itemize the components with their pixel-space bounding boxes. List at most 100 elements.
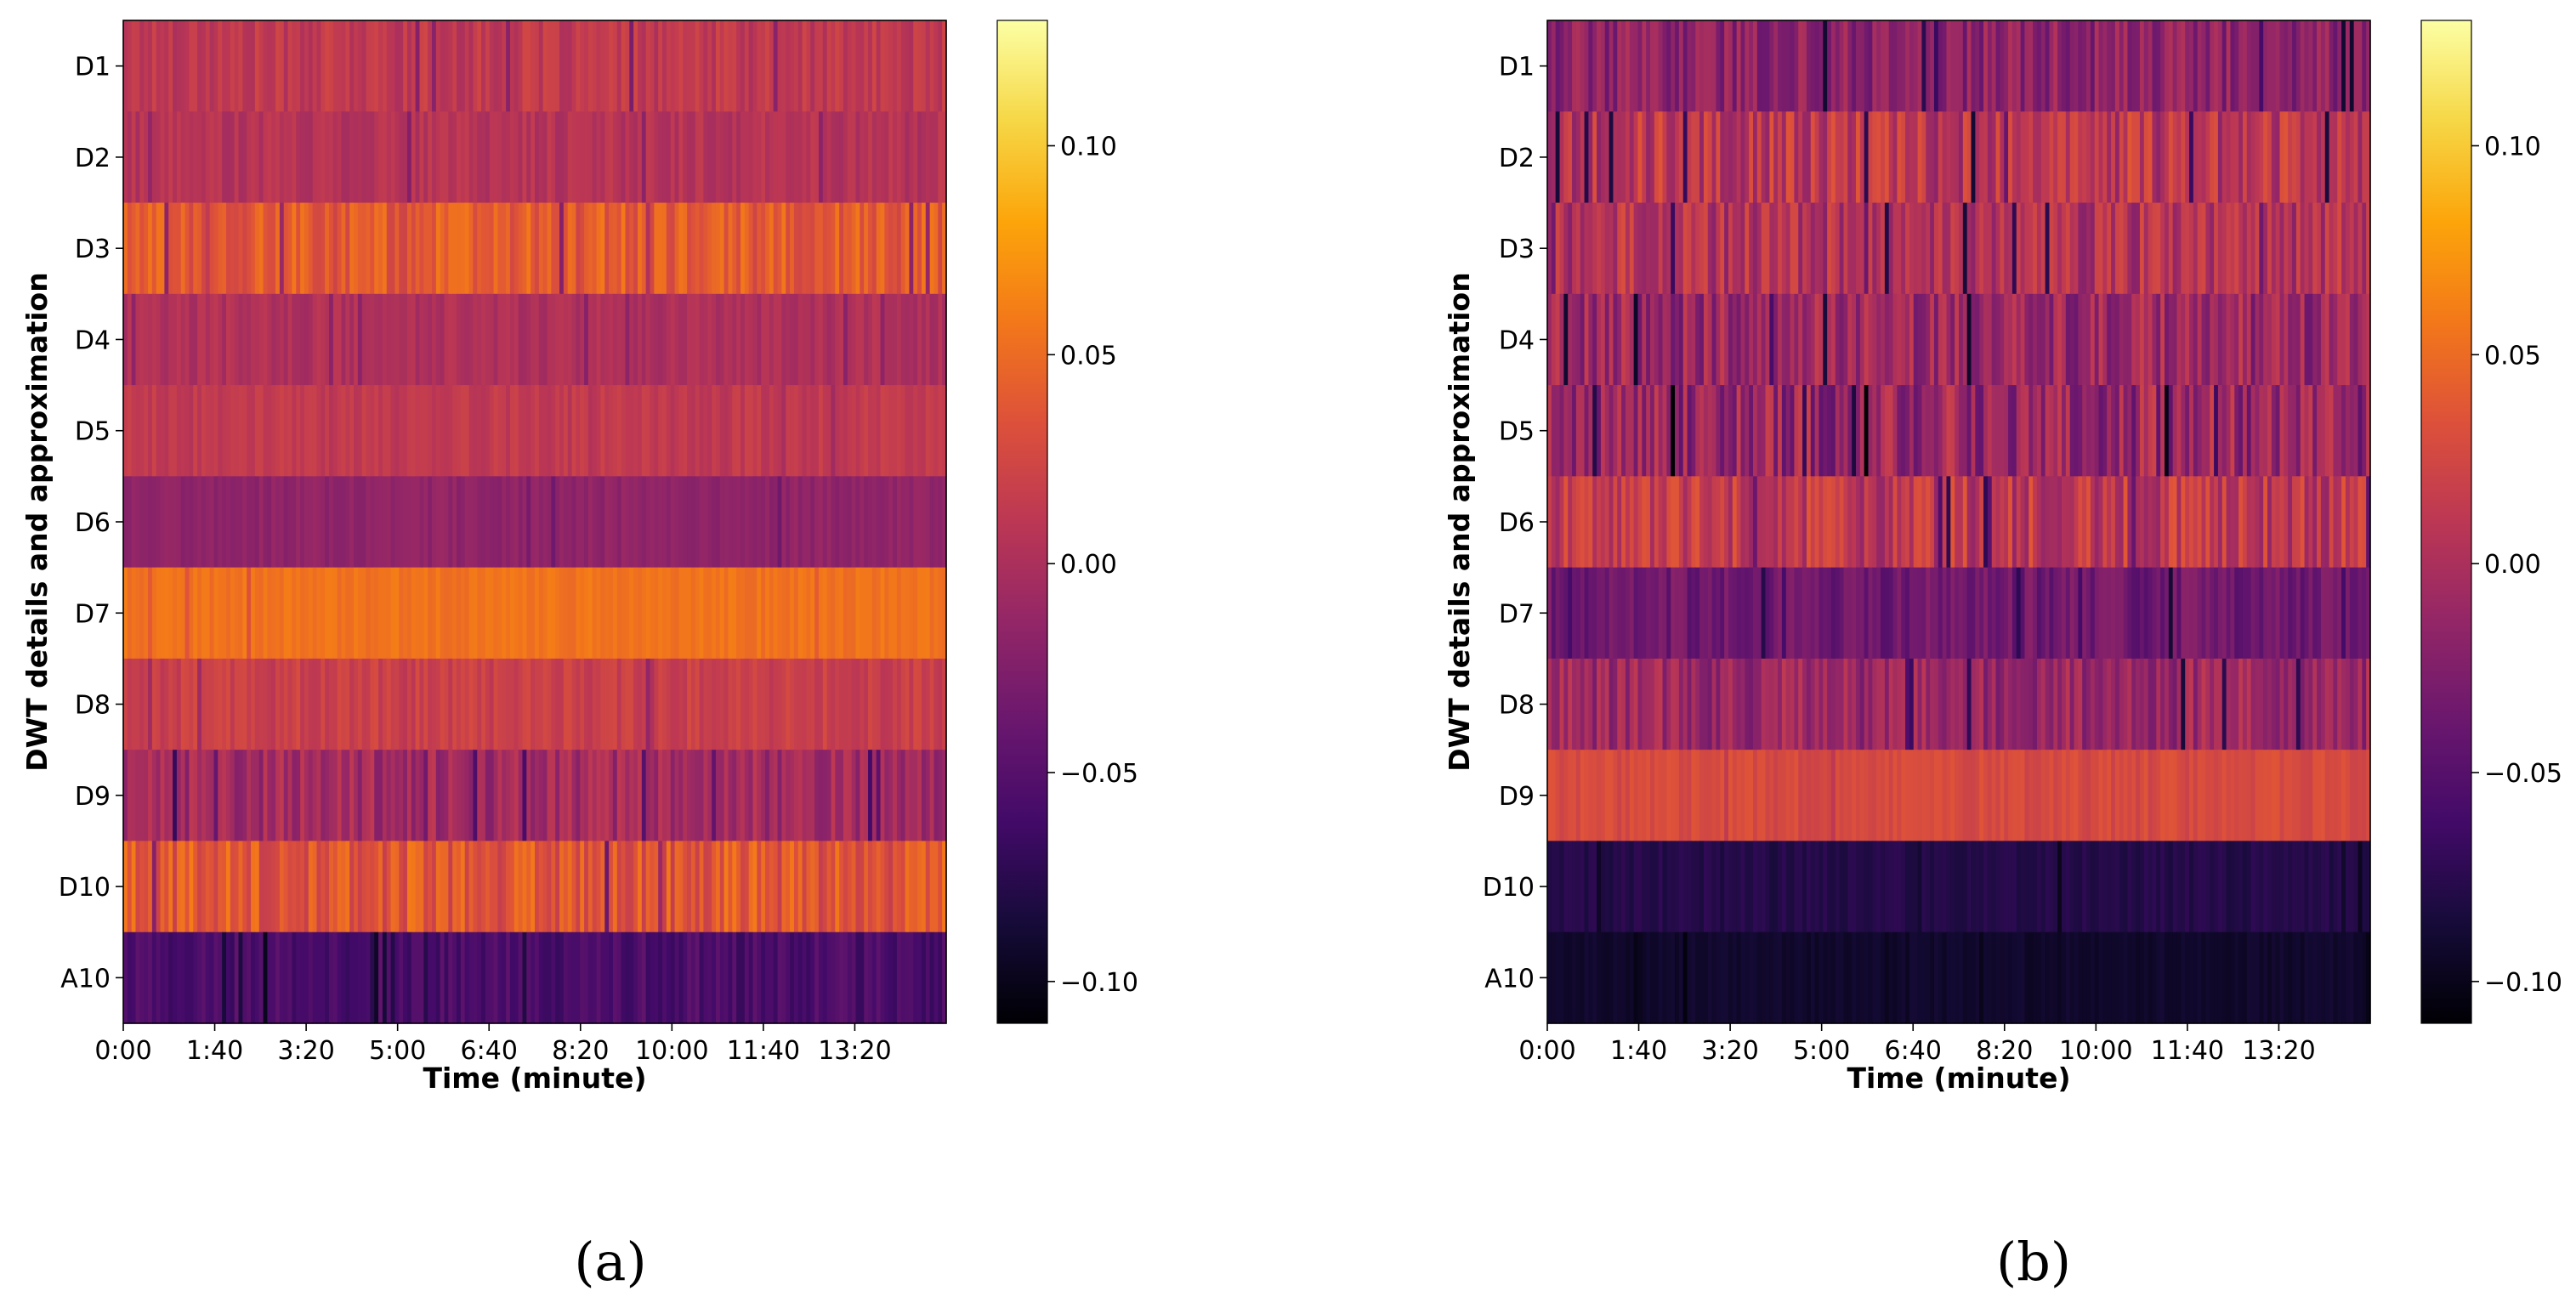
heatmap-cell: [1785, 476, 1791, 569]
heatmap-cell: [752, 931, 757, 1024]
heatmap-cell: [1810, 658, 1816, 750]
heatmap-cell: [1703, 567, 1709, 660]
heatmap-cell: [666, 476, 672, 569]
heatmap-cell: [258, 293, 264, 386]
heatmap-cell: [283, 111, 289, 204]
heatmap-cell: [839, 385, 844, 477]
heatmap-cell: [604, 293, 610, 386]
heatmap-cell: [522, 476, 527, 569]
heatmap-cell: [757, 202, 762, 295]
heatmap-cell: [513, 385, 519, 477]
heatmap-cell: [292, 202, 297, 295]
heatmap-cell: [2040, 931, 2046, 1024]
heatmap-cell: [2329, 293, 2335, 386]
heatmap-cell: [2148, 567, 2153, 660]
heatmap-cell: [1597, 567, 1602, 660]
heatmap-cell: [2246, 931, 2252, 1024]
heatmap-cell: [2246, 111, 2252, 204]
heatmap-cell: [871, 567, 877, 660]
heatmap-cell: [2143, 111, 2149, 204]
heatmap-cell: [2131, 567, 2136, 660]
heatmap-cell: [1572, 476, 1577, 569]
heatmap-cell: [1884, 293, 1890, 386]
heatmap-cell: [2086, 750, 2091, 842]
heatmap-cell: [460, 20, 466, 112]
heatmap-cell: [1559, 567, 1564, 660]
heatmap-cell: [1909, 385, 1915, 477]
heatmap-cell: [1678, 567, 1684, 660]
heatmap-cell: [2011, 476, 2017, 569]
heatmap-cell: [1621, 567, 1626, 660]
heatmap-cell: [2238, 20, 2244, 112]
heatmap-cell: [2317, 931, 2322, 1024]
heatmap-cell: [2074, 20, 2079, 112]
heatmap-cell: [1995, 293, 2000, 386]
heatmap-cell: [1950, 658, 1955, 750]
heatmap-cell: [361, 385, 367, 477]
heatmap-cell: [180, 476, 186, 569]
heatmap-cell: [1942, 385, 1948, 477]
heatmap-cell: [345, 841, 350, 933]
heatmap-cell: [1868, 658, 1873, 750]
heatmap-cell: [1901, 385, 1906, 477]
heatmap-cell: [502, 385, 507, 477]
heatmap-cell: [851, 202, 857, 295]
heatmap-cell: [1892, 750, 1898, 842]
heatmap-cell: [374, 658, 379, 750]
heatmap-cell: [263, 567, 268, 660]
heatmap-cell: [893, 841, 898, 933]
heatmap-cell: [1720, 841, 1725, 933]
heatmap-cell: [489, 841, 495, 933]
heatmap-cell: [2069, 293, 2075, 386]
heatmap-cell: [283, 931, 289, 1024]
heatmap-cell: [366, 20, 371, 112]
heatmap-cell: [1711, 293, 1717, 386]
heatmap-cell: [1938, 111, 1943, 204]
heatmap-cell: [2193, 931, 2199, 1024]
heatmap-cell: [1781, 20, 1787, 112]
heatmap-cell: [740, 20, 746, 112]
heatmap-cell: [332, 202, 338, 295]
heatmap-cell: [777, 111, 782, 204]
heatmap-cell: [2292, 385, 2297, 477]
heatmap-cell: [2020, 385, 2026, 477]
heatmap-cell: [361, 931, 367, 1024]
heatmap-cell: [2197, 476, 2203, 569]
heatmap-cell: [723, 658, 729, 750]
heatmap-cell: [201, 931, 207, 1024]
heatmap-cell: [254, 476, 260, 569]
heatmap-cell: [1884, 658, 1890, 750]
heatmap-cell: [2201, 293, 2206, 386]
heatmap-cell: [1592, 931, 1597, 1024]
heatmap-cell: [2127, 931, 2132, 1024]
heatmap-cell: [2275, 567, 2281, 660]
heatmap-cell: [209, 567, 215, 660]
heatmap-cell: [843, 567, 848, 660]
heatmap-cell: [148, 931, 153, 1024]
heatmap-cell: [1995, 385, 2000, 477]
heatmap-cell: [723, 293, 729, 386]
heatmap-cell: [1810, 931, 1816, 1024]
heatmap-cell: [337, 750, 343, 842]
heatmap-cell: [2210, 202, 2215, 295]
heatmap-cell: [542, 750, 548, 842]
heatmap-cell: [444, 20, 449, 112]
heatmap-cell: [444, 567, 449, 660]
heatmap-cell: [2255, 20, 2260, 112]
heatmap-cell: [444, 202, 449, 295]
heatmap-cell: [394, 476, 400, 569]
heatmap-cell: [1678, 841, 1684, 933]
heatmap-cell: [2300, 202, 2306, 295]
heatmap-cell: [757, 931, 762, 1024]
heatmap-cell: [2074, 931, 2079, 1024]
heatmap-cell: [654, 567, 659, 660]
heatmap-cell: [814, 750, 820, 842]
heatmap-cell: [156, 750, 162, 842]
heatmap-cell: [1555, 750, 1561, 842]
heatmap-cell: [658, 931, 663, 1024]
heatmap-cell: [2193, 293, 2199, 386]
heatmap-cell: [1654, 658, 1660, 750]
heatmap-cell: [1650, 111, 1655, 204]
heatmap-cell: [1802, 567, 1807, 660]
heatmap-cell: [1646, 658, 1651, 750]
